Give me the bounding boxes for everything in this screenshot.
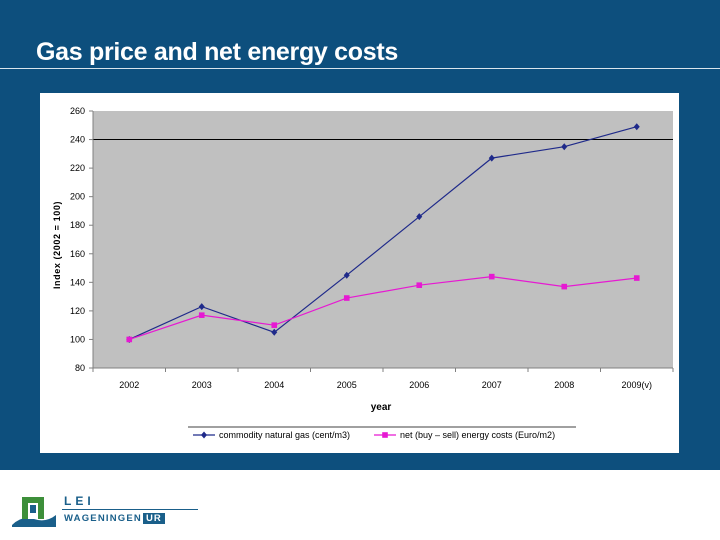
logo-ur-badge: UR <box>142 513 165 524</box>
footer <box>0 470 720 540</box>
y-tick-label: 200 <box>70 192 85 202</box>
data-point <box>198 312 205 318</box>
data-point <box>488 154 495 162</box>
x-tick-label: 2002 <box>119 380 139 390</box>
line-chart: 80 100 120 140 160 180 200 220 240 260 2002 2003 200… <box>52 106 674 440</box>
data-point <box>488 273 495 280</box>
data-point <box>416 213 423 221</box>
y-tick-label: 240 <box>70 135 85 145</box>
logo-wageningen-label: WAGENINGEN <box>64 513 142 524</box>
series-line-1 <box>129 126 637 340</box>
data-point <box>126 336 133 343</box>
x-tick-label: 2004 <box>264 380 284 390</box>
title-divider <box>0 68 720 69</box>
y-tick-label: 220 <box>70 163 85 173</box>
x-tick-label: 2003 <box>192 380 212 390</box>
legend-label-2: net (buy – sell) energy costs (Euro/m2) <box>400 430 555 440</box>
data-point <box>271 322 278 328</box>
y-tick-label: 80 <box>75 363 85 373</box>
x-tick-label: 2008 <box>554 380 574 390</box>
y-tick-label: 160 <box>70 249 85 259</box>
lei-logo-icon <box>12 497 56 527</box>
x-tick-label: 2006 <box>409 380 429 390</box>
data-point <box>343 295 350 301</box>
chart-panel: 80 100 120 140 160 180 200 220 240 260 2002 2003 200… <box>40 93 679 453</box>
x-axis-label: year <box>371 402 392 413</box>
y-tick-label: 260 <box>70 106 85 116</box>
data-point <box>561 283 568 290</box>
data-point <box>198 303 205 311</box>
y-tick-label: 180 <box>70 220 85 230</box>
slide-title: Gas price and net energy costs <box>36 38 398 66</box>
y-tick-label: 140 <box>70 277 85 287</box>
y-tick-label: 120 <box>70 306 85 316</box>
data-point <box>416 282 423 288</box>
data-point <box>343 271 350 279</box>
series-line-2 <box>129 276 637 341</box>
data-point <box>271 328 278 336</box>
plot-area <box>93 111 673 368</box>
logo-text-lei: LEI <box>64 494 95 508</box>
logo-divider <box>62 509 198 510</box>
legend-marker <box>382 432 388 438</box>
x-tick-label: 2009(v) <box>621 380 652 390</box>
data-point <box>633 275 640 281</box>
logo-text-wageningen: WAGENINGEN UR <box>64 513 165 524</box>
legend-label-1: commodity natural gas (cent/m3) <box>219 430 350 440</box>
data-point <box>561 143 568 151</box>
y-axis-label: Index (2002 = 100) <box>52 201 62 289</box>
y-tick-label: 100 <box>70 334 85 344</box>
x-tick-label: 2005 <box>337 380 357 390</box>
legend-marker <box>201 431 207 439</box>
data-point <box>633 123 640 131</box>
x-tick-label: 2007 <box>482 380 502 390</box>
